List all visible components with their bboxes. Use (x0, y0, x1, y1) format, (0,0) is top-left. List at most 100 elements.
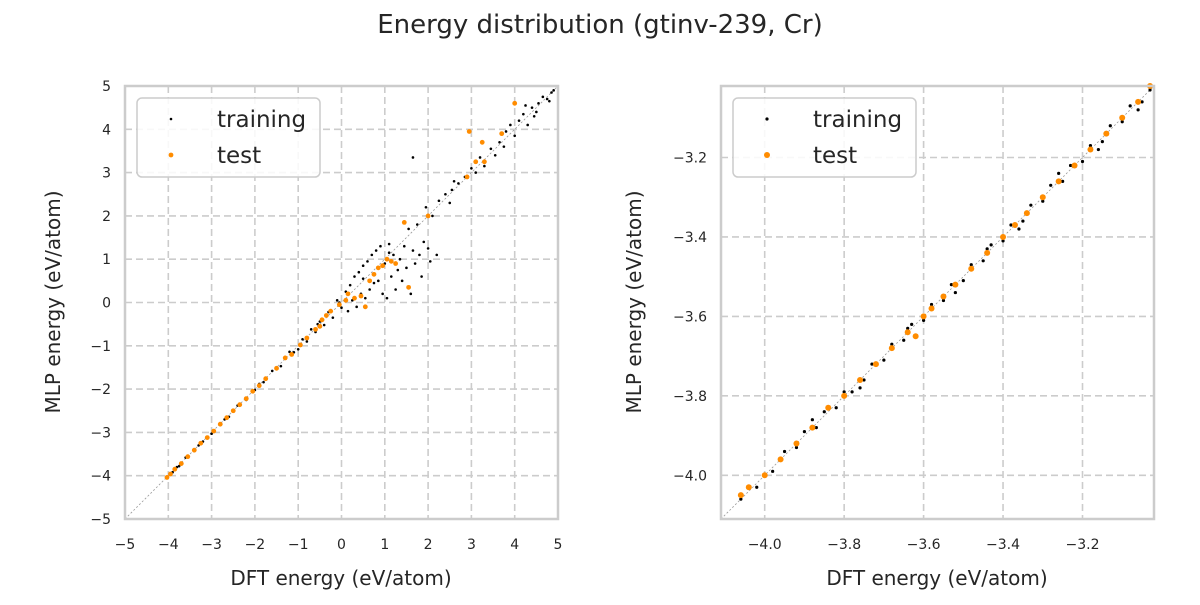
left-y-axis-label: MLP energy (eV/atom) (41, 190, 65, 413)
left-training-point-69 (437, 199, 441, 203)
right-test-point-4 (793, 440, 800, 447)
right-test-point-28 (1135, 98, 1142, 105)
left-training-point-75 (474, 171, 478, 174)
right-training-point-8 (834, 406, 838, 410)
left-y-tick-label-2: −3 (90, 425, 111, 441)
right-test-point-27 (1119, 114, 1126, 121)
left-test-point-32 (371, 271, 377, 277)
left-x-tick-label-10: 5 (554, 537, 563, 553)
right-training-point-27 (1021, 219, 1025, 223)
left-training-point-51 (396, 268, 400, 272)
left-test-point-25 (328, 308, 334, 314)
right-test-point-10 (888, 345, 895, 352)
left-test-point-16 (263, 376, 269, 382)
left-test-point-5 (191, 447, 197, 453)
left-training-point-84 (513, 134, 516, 138)
left-training-point-56 (407, 227, 410, 231)
left-training-point-78 (489, 147, 493, 151)
left-test-point-40 (425, 213, 431, 219)
left-energy-scatter-plot: −5 −4 −3 −2 −1 0 1 2 3 4 5 −5 −4 −3 −2 −1 0 1 2 3 4 5 DFT ene… (41, 79, 562, 590)
left-training-point-55 (405, 266, 408, 270)
right-training-point-16 (910, 322, 914, 326)
right-training-point-4 (794, 445, 799, 450)
right-test-point-0 (737, 492, 744, 499)
left-y-tick-label-8: 3 (102, 166, 111, 182)
left-training-point-92 (545, 97, 549, 101)
left-test-point-45 (481, 159, 487, 165)
left-test-point-3 (178, 461, 184, 466)
right-x-tick-label-4: −3.2 (1065, 537, 1099, 553)
left-training-point-2 (177, 464, 181, 468)
right-training-point-15 (902, 338, 906, 342)
right-legend-marker-test (764, 152, 770, 158)
left-training-point-59 (413, 262, 417, 265)
left-test-point-4 (185, 454, 191, 460)
left-training-point-15 (288, 350, 291, 354)
left-test-point-8 (211, 428, 217, 434)
left-legend-marker-training (169, 117, 173, 121)
left-training-point-68 (424, 205, 428, 209)
left-legend-marker-test (168, 152, 174, 158)
right-test-point-23 (1055, 178, 1062, 185)
right-test-point-3 (777, 456, 784, 463)
left-training-point-70 (444, 192, 447, 196)
left-test-point-17 (274, 365, 279, 371)
left-training-point-39 (370, 253, 374, 257)
left-training-point-60 (415, 223, 419, 226)
left-training-point-24 (331, 316, 335, 319)
left-training-point-94 (552, 89, 555, 92)
left-test-point-28 (352, 295, 357, 301)
right-training-point-40 (1148, 88, 1152, 92)
left-x-tick-label-7: 2 (424, 537, 433, 553)
left-training-point-35 (361, 264, 365, 267)
right-training-point-46 (1017, 227, 1021, 231)
right-training-point-21 (961, 279, 965, 283)
right-training-point-34 (1088, 143, 1093, 148)
left-training-point-76 (478, 156, 482, 159)
right-training-point-45 (985, 247, 989, 251)
left-x-tick-label-6: 1 (380, 537, 389, 553)
right-training-point-13 (882, 358, 886, 362)
right-legend: training test (732, 97, 917, 178)
right-test-point-11 (904, 329, 911, 336)
left-training-point-83 (509, 123, 512, 127)
right-legend-label-test: test (813, 143, 857, 169)
left-legend: training test (136, 97, 321, 178)
right-training-point-37 (1120, 120, 1124, 124)
left-training-point-44 (381, 292, 384, 296)
right-test-point-14 (928, 305, 935, 312)
left-test-point-13 (243, 396, 249, 402)
left-training-point-28 (346, 309, 350, 313)
right-training-point-38 (1128, 104, 1132, 108)
left-training-point-101 (387, 251, 391, 255)
left-training-point-91 (541, 95, 545, 99)
right-training-point-36 (1108, 124, 1112, 128)
right-training-point-24 (989, 243, 993, 247)
left-y-tick-label-7: 2 (102, 209, 111, 225)
left-training-point-46 (385, 296, 389, 300)
right-legend-box (732, 97, 917, 178)
left-test-point-2 (172, 466, 178, 472)
left-y-tick-label-10: 5 (102, 79, 111, 95)
left-test-point-36 (388, 258, 394, 264)
right-test-point-2 (761, 472, 768, 479)
right-test-point-21 (1023, 210, 1030, 217)
left-test-point-31 (367, 278, 373, 284)
right-training-point-25 (1001, 239, 1005, 243)
left-test-point-46 (499, 131, 505, 137)
right-training-point-22 (969, 263, 973, 267)
left-training-point-37 (366, 260, 369, 263)
right-test-point-25 (1087, 146, 1094, 153)
left-test-point-21 (304, 335, 310, 341)
right-x-tick-label-3: −3.4 (986, 537, 1020, 553)
left-test-point-1 (168, 471, 173, 477)
right-test-point-18 (984, 249, 991, 256)
left-training-point-36 (364, 296, 367, 300)
right-training-point-20 (949, 283, 954, 287)
right-x-tick-label-0: −4.0 (748, 537, 782, 553)
left-training-point-31 (353, 275, 356, 278)
left-test-point-12 (237, 402, 243, 408)
right-training-point-32 (1068, 163, 1073, 168)
right-test-point-19 (1000, 233, 1007, 240)
left-test-point-48 (345, 291, 351, 297)
